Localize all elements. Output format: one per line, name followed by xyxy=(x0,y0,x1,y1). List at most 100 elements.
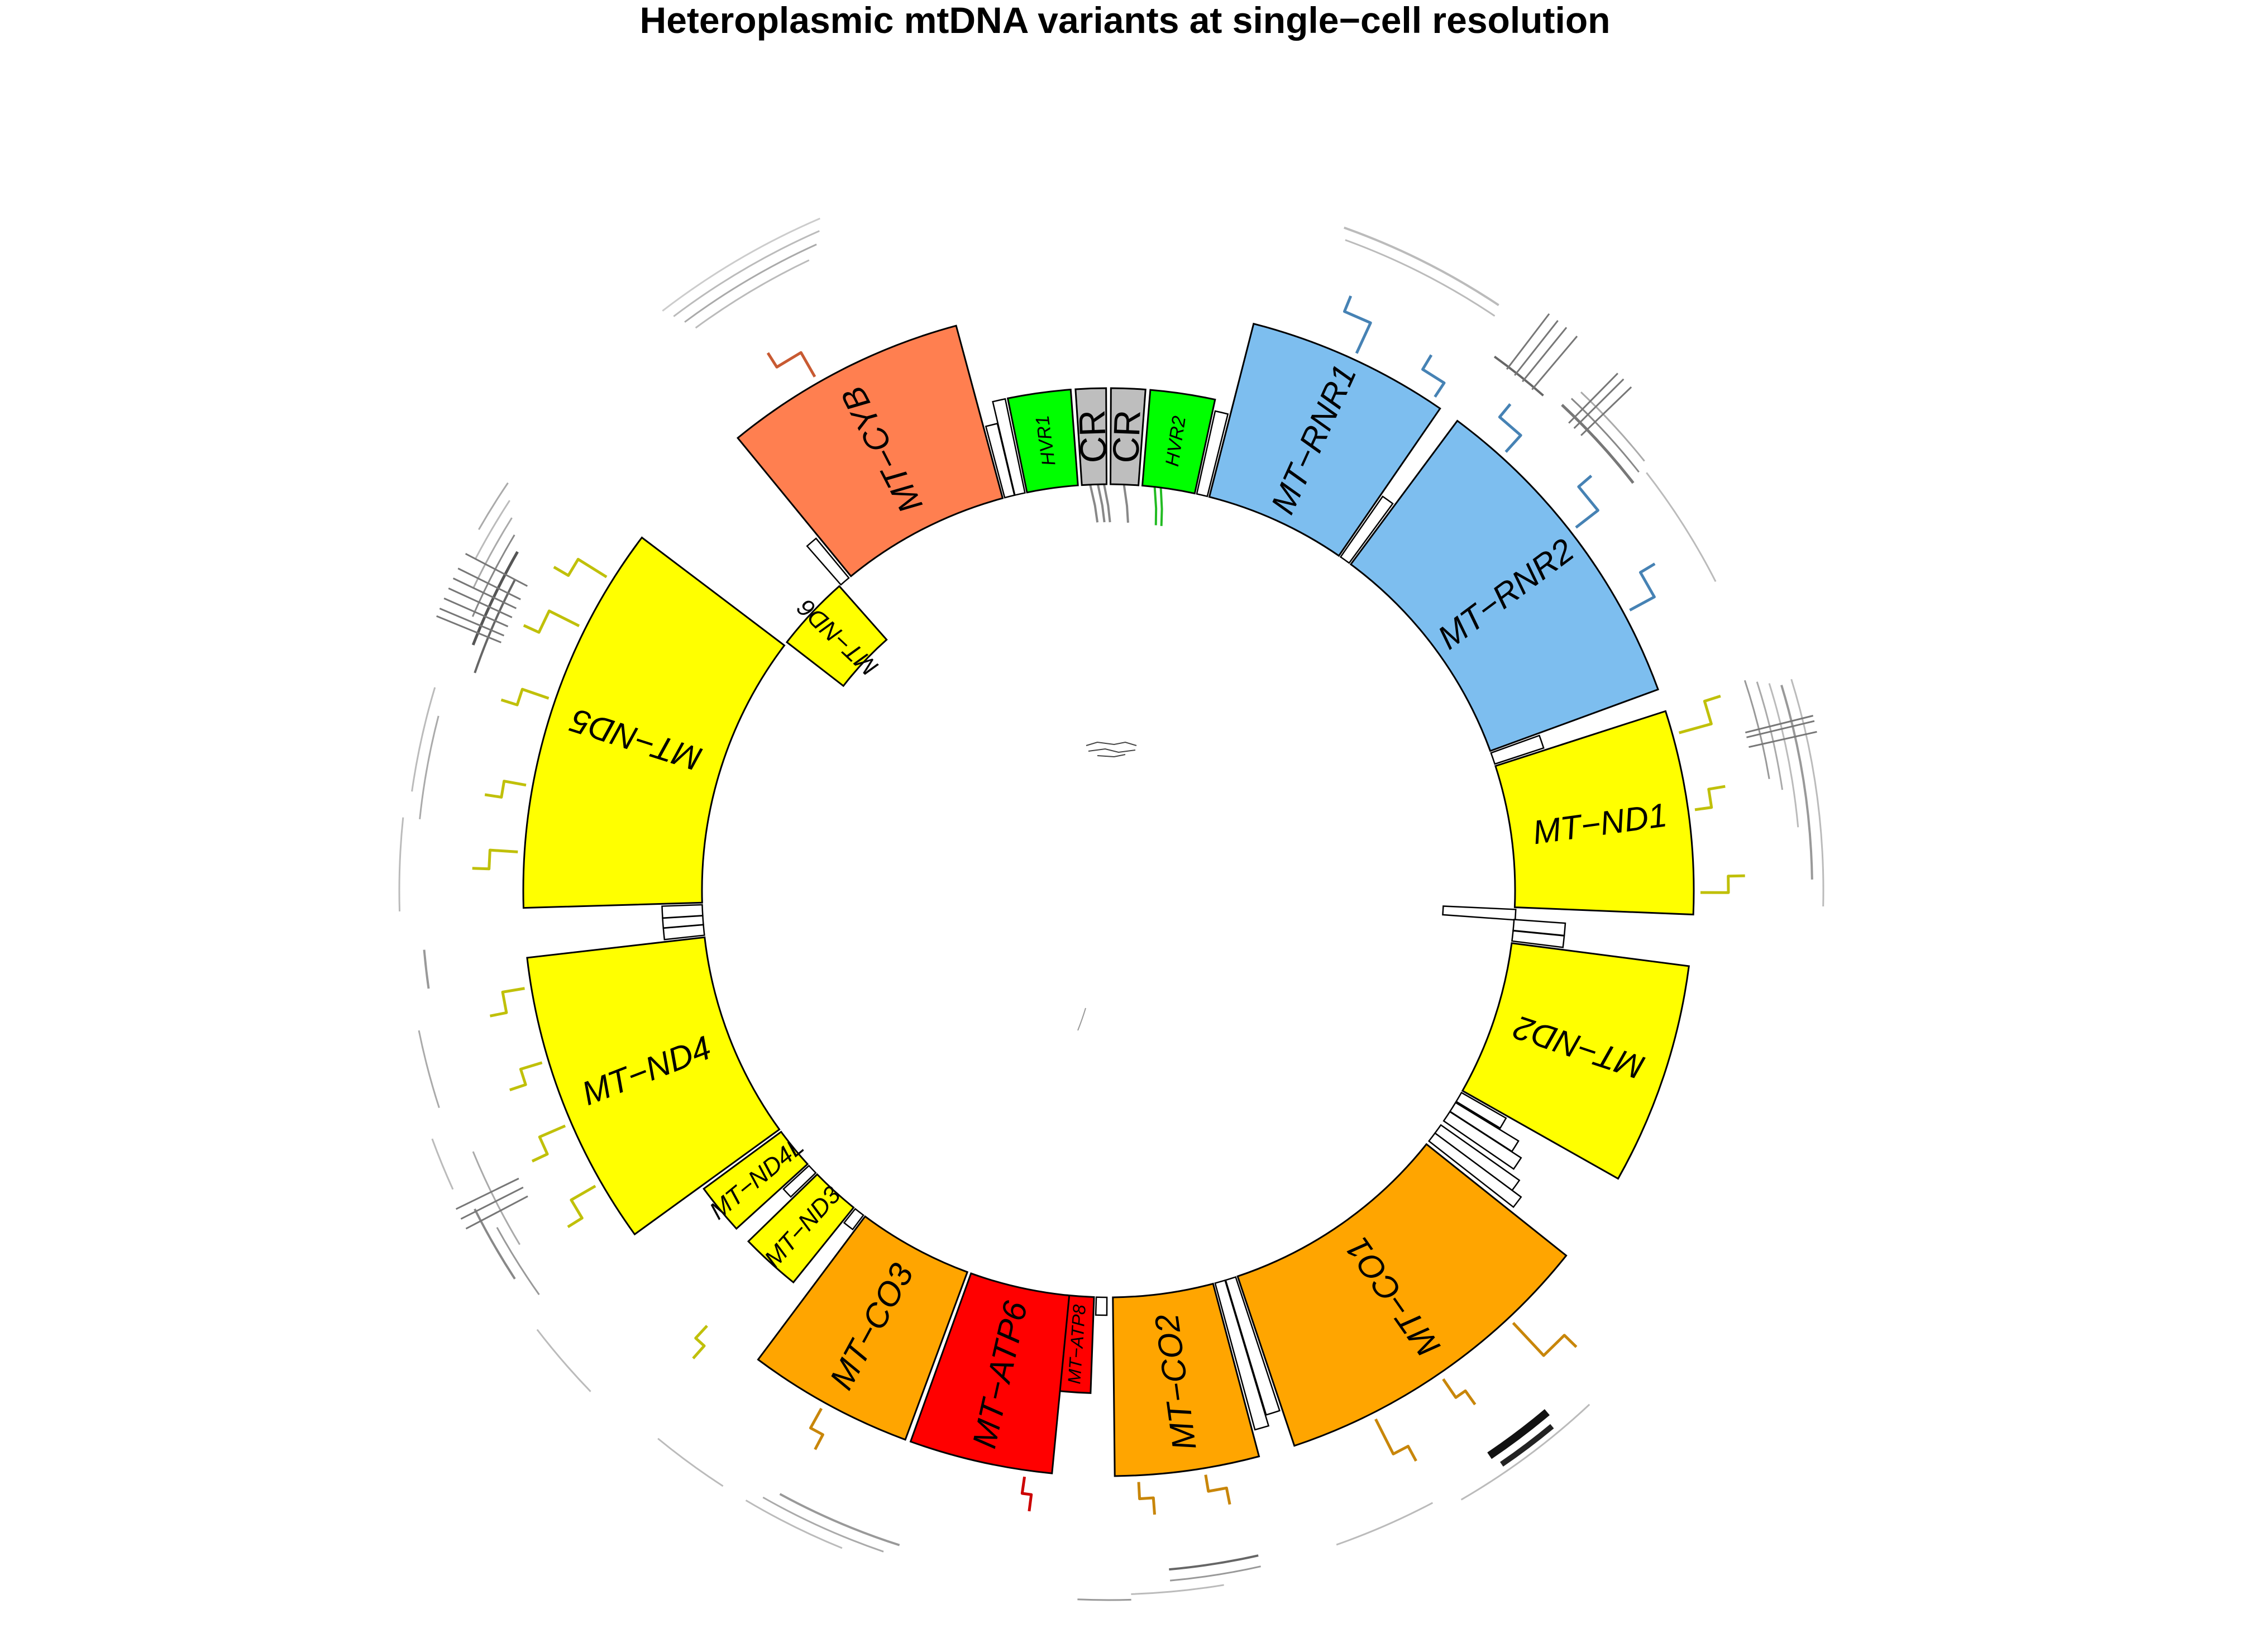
variant-tick xyxy=(448,588,513,618)
variant-track-arc xyxy=(762,1496,884,1553)
outer-variant-tracks xyxy=(398,217,1824,1601)
variant-track-arc xyxy=(1756,681,1784,790)
trna-boxes xyxy=(661,398,1566,1431)
variant-tick xyxy=(1573,378,1625,429)
variant-tick xyxy=(1531,336,1578,390)
segment-mt-rnr1 xyxy=(1208,322,1441,557)
variant-track-arc xyxy=(684,243,817,323)
segment-mt-nd2 xyxy=(1461,942,1690,1180)
variant-track-arc xyxy=(423,949,430,989)
center-link-mark xyxy=(1077,1008,1086,1031)
page-title: Heteroplasmic mtDNA variants at single−c… xyxy=(639,0,1611,41)
segment-mt-nd1 xyxy=(1494,710,1695,916)
variant-tick xyxy=(465,1195,528,1230)
variant-track-arc xyxy=(657,1438,724,1487)
variant-track-arc xyxy=(1336,1502,1434,1546)
variant-track-arc xyxy=(1345,239,1496,317)
variant-track-arc xyxy=(695,259,810,329)
variant-track-arc xyxy=(1500,1424,1554,1467)
variant-tick xyxy=(460,1186,524,1220)
segment-mt-co3 xyxy=(757,1215,969,1441)
variant-tick xyxy=(457,567,521,600)
inner-variant-link xyxy=(1089,484,1099,523)
variant-track-arc xyxy=(472,517,513,589)
variant-track-arc xyxy=(1169,1565,1261,1582)
label-cr-left: CR xyxy=(1105,409,1148,464)
variant-track-arc xyxy=(474,579,516,674)
segment-cr-left xyxy=(1109,387,1147,486)
segment-mt-nd4l xyxy=(703,1130,809,1230)
variant-track-arc xyxy=(474,1208,516,1279)
inner-variant-link xyxy=(1159,487,1163,526)
variant-tick xyxy=(1749,730,1817,748)
trna-box xyxy=(1214,1279,1270,1431)
variant-tick xyxy=(439,608,505,637)
variant-tick xyxy=(443,597,509,628)
variant-link xyxy=(1575,475,1599,529)
variant-track-arc xyxy=(1646,472,1717,582)
variant-track-arc xyxy=(474,500,510,560)
segment-mt-co2 xyxy=(1112,1282,1260,1477)
variant-link xyxy=(1204,1474,1231,1505)
variant-tick xyxy=(455,1177,519,1210)
variant-track-arc xyxy=(1790,679,1824,907)
variant-track-arc xyxy=(419,715,440,819)
variant-link xyxy=(523,609,580,634)
variant-link xyxy=(1374,1418,1417,1462)
trna-box xyxy=(1442,905,1517,921)
variant-link xyxy=(1700,874,1745,894)
segment-mt-nd5 xyxy=(522,536,786,909)
segment-mt-nd3 xyxy=(747,1173,855,1284)
center-link-cluster xyxy=(1086,741,1137,758)
segment-hvr1 xyxy=(1006,388,1079,494)
segment-mt-nd4 xyxy=(526,936,781,1236)
variant-link xyxy=(472,848,518,871)
variant-link xyxy=(567,1185,596,1229)
trna-box xyxy=(1511,930,1565,948)
variant-tick xyxy=(1568,373,1618,424)
variant-track-arc xyxy=(1344,226,1499,307)
inner-variant-link xyxy=(1096,484,1106,523)
variant-track-arc xyxy=(1580,391,1645,462)
variant-link xyxy=(1343,295,1372,354)
trna-box xyxy=(1455,1091,1507,1129)
variant-track-arc xyxy=(1570,398,1640,473)
variant-track-arc xyxy=(673,230,820,317)
variant-track-arc xyxy=(398,817,404,912)
gene-segments xyxy=(522,322,1695,1477)
variant-track-arc xyxy=(1460,1403,1590,1501)
variant-link xyxy=(1137,1482,1157,1515)
variant-link xyxy=(1020,1476,1033,1512)
variant-track-arc xyxy=(745,1500,843,1549)
variant-track-arc xyxy=(662,217,820,312)
variant-tick xyxy=(1746,720,1815,738)
segment-mt-atp6 xyxy=(909,1272,1071,1474)
variant-link xyxy=(1498,403,1522,453)
variant-tick xyxy=(1580,386,1632,436)
trna-box xyxy=(1490,734,1545,765)
inner-variant-link xyxy=(1122,484,1129,523)
variant-link xyxy=(1442,1378,1477,1406)
variant-track-arc xyxy=(496,1226,540,1295)
segment-mt-nd6 xyxy=(785,585,888,687)
variant-track-arc xyxy=(418,1030,440,1109)
inner-variant-link xyxy=(1103,484,1111,523)
variant-link xyxy=(1512,1322,1578,1357)
variant-link xyxy=(484,780,527,799)
trna-box xyxy=(1095,1296,1108,1316)
variant-track-arc xyxy=(1487,1409,1550,1459)
trna-box xyxy=(992,398,1026,496)
variant-link xyxy=(531,1124,566,1163)
variant-link xyxy=(553,557,608,579)
variant-tick xyxy=(1745,715,1813,734)
variant-track-arc xyxy=(478,482,509,530)
variant-track-arc xyxy=(1561,404,1635,484)
variant-track-arc xyxy=(411,687,436,792)
trna-box xyxy=(661,904,704,919)
variant-link xyxy=(1678,694,1721,734)
variant-track-arc xyxy=(472,1151,520,1245)
segment-hvr2 xyxy=(1141,389,1216,495)
trna-box xyxy=(1196,410,1229,498)
variant-track-arc xyxy=(536,1329,591,1392)
